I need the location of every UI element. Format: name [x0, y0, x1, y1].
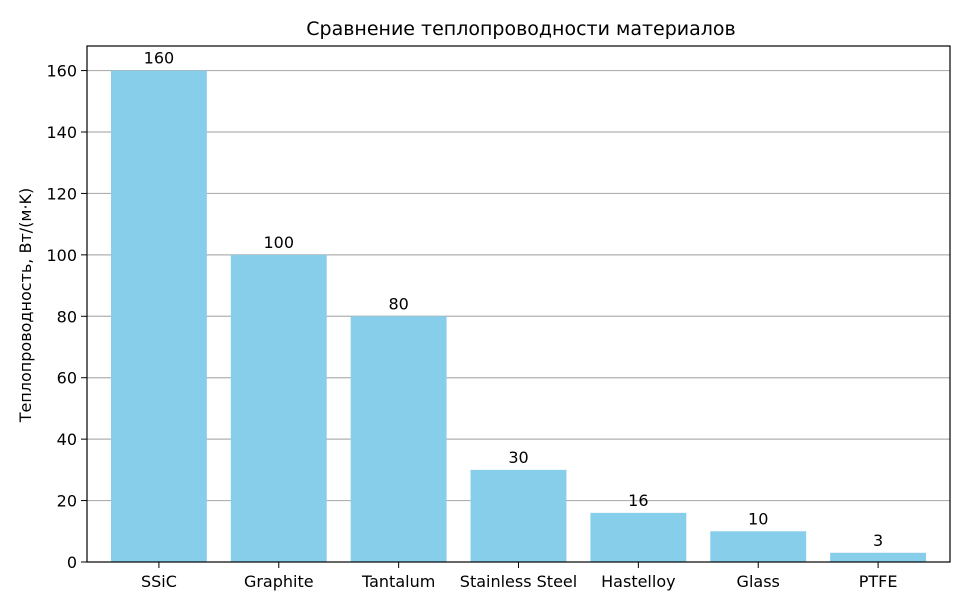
- bar-ptfe: [830, 552, 927, 562]
- bar-graphite: [230, 254, 327, 562]
- x-tick-label: Tantalum: [361, 572, 435, 591]
- y-tick-label: 20: [57, 492, 77, 511]
- x-tick-labels: SSiC Graphite Tantalum Stainless Steel Haste…: [141, 572, 898, 591]
- data-labels: 160 100 80 30 16 10 3: [144, 49, 884, 550]
- data-label: 160: [144, 49, 175, 68]
- bar-hastelloy: [590, 512, 687, 562]
- data-label: 30: [508, 448, 528, 467]
- data-label: 100: [264, 233, 295, 252]
- bar-ssic: [110, 70, 207, 563]
- bar-stainless-steel: [470, 469, 567, 562]
- y-tick-label: 160: [46, 62, 77, 81]
- y-axis-label: Теплопроводность, Вт/(м·K): [16, 188, 35, 424]
- data-label: 80: [388, 294, 408, 313]
- x-tick-label: SSiC: [141, 572, 177, 591]
- y-tick-label: 120: [46, 184, 77, 203]
- axes: [81, 45, 951, 568]
- y-tick-label: 140: [46, 123, 77, 142]
- bar-tantalum: [350, 316, 447, 562]
- y-tick-label: 100: [46, 246, 77, 265]
- x-tick-label: Graphite: [244, 572, 314, 591]
- y-tick-labels: 0 20 40 60 80 100 120 140 160: [46, 62, 77, 572]
- x-tick-label: Stainless Steel: [460, 572, 577, 591]
- data-label: 10: [748, 509, 768, 528]
- y-tick-label: 40: [57, 430, 77, 449]
- x-tick-label: PTFE: [859, 572, 898, 591]
- grid-lines: [87, 69, 950, 502]
- data-label: 3: [873, 531, 883, 550]
- plot-frame: [86, 45, 951, 563]
- y-tick-label: 0: [67, 553, 77, 572]
- x-tick-label: Hastelloy: [601, 572, 675, 591]
- y-tick-label: 60: [57, 369, 77, 388]
- bar-glass: [710, 531, 807, 562]
- y-tick-label: 80: [57, 307, 77, 326]
- bars: [110, 70, 927, 563]
- data-label: 16: [628, 491, 648, 510]
- x-tick-label: Glass: [737, 572, 780, 591]
- chart-title: Сравнение теплопроводности материалов: [306, 18, 736, 40]
